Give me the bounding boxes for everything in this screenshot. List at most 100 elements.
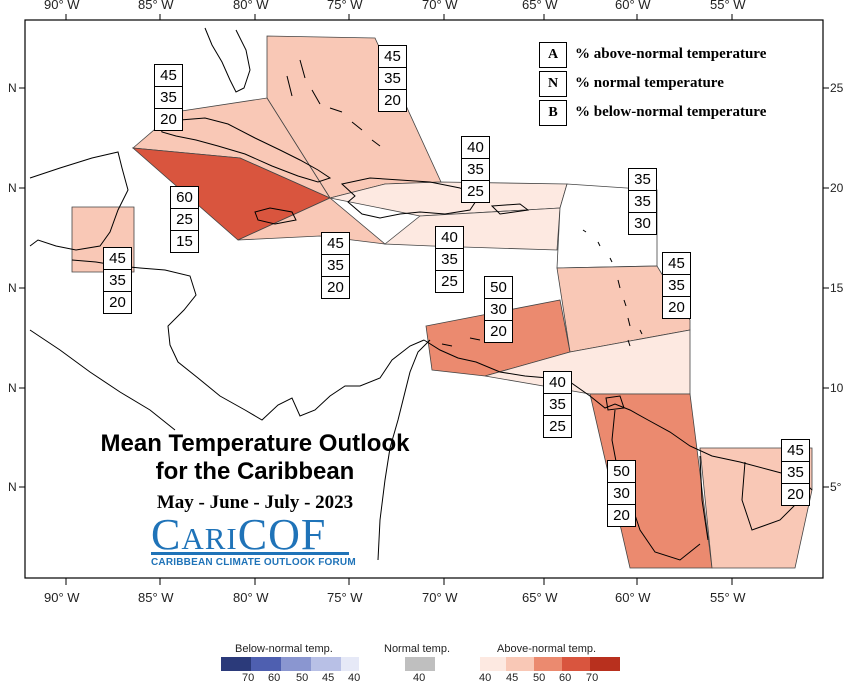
colorbar-tick: 40 [348,672,361,684]
prob-above: 50 [608,461,635,483]
prob-below: 20 [384,92,401,109]
colorbar-tick: 70 [586,672,599,684]
prob-box-northern-leewards: 35 35 30 [628,168,657,235]
prob-box-trinidad: 40 35 25 [543,371,572,438]
lon-label-bottom: 90° W [44,590,80,605]
prob-above: 40 [544,372,571,394]
longitude-ticks [19,14,829,585]
lat-label-left: N [8,81,17,95]
colorbar-tick: 45 [322,672,335,684]
prob-normal: 25 [171,209,198,231]
lon-label-top: 60° W [615,0,651,12]
lat-label-right: 5° [830,480,842,494]
prob-above: 40 [436,227,463,249]
prob-below: 20 [613,507,630,524]
key-text: % normal temperature [575,75,724,91]
prob-above: 45 [155,65,182,87]
prob-normal: 35 [544,394,571,416]
prob-above: 45 [782,440,809,462]
lat-label-right: 15 [830,281,844,295]
lon-label-top: 85° W [138,0,174,12]
prob-above: 60 [171,187,198,209]
prob-below: 25 [549,418,566,435]
probability-key: A % above-normal temperature N % normal … [539,40,766,127]
colorbar-above-title: Above-normal temp. [497,643,597,655]
prob-box-haiti-southwest: 45 35 20 [321,232,350,299]
prob-normal: 30 [485,299,512,321]
swatch-above-60 [562,657,590,671]
colorbar-tick: 60 [559,672,572,684]
lon-label-bottom: 80° W [233,590,269,605]
key-letter: B [539,99,567,126]
key-row-below: B % below-normal temperature [539,98,766,127]
lon-label-top: 90° W [44,0,80,12]
swatch-below-40 [341,657,359,671]
lat-label-left: N [8,181,17,195]
prob-box-cayman-jamaica: 60 25 15 [170,186,199,253]
prob-box-belize: 45 35 20 [103,247,132,314]
lat-label-left: N [8,480,17,494]
swatch-above-70 [590,657,620,671]
prob-below: 30 [634,215,651,232]
prob-above: 35 [629,169,656,191]
swatch-normal-40 [405,657,435,671]
colorbar-tick: 70 [242,672,255,684]
prob-box-hispaniola-south: 40 35 25 [435,226,464,293]
lon-label-top: 55° W [710,0,746,12]
lon-label-bottom: 85° W [138,590,174,605]
prob-below: 20 [160,111,177,128]
key-text: % above-normal temperature [575,46,767,62]
region-hispaniola-south [383,207,561,251]
colorbar-tick: 60 [268,672,281,684]
prob-box-hispaniola-north: 40 35 25 [461,136,490,203]
swatch-below-50 [281,657,311,671]
region-leewards-windwards [556,265,691,353]
map-subtitle: May - June - July - 2023 [156,492,354,513]
lon-label-top: 65° W [522,0,558,12]
map-title-line2: for the Caribbean [155,458,355,485]
prob-below: 20 [109,294,126,311]
key-text: % below-normal temperature [575,104,767,120]
prob-box-suriname-guiana: 45 35 20 [781,439,810,506]
key-letter: N [539,70,567,97]
colorbar-tick: 40 [479,672,492,684]
lat-label-left: N [8,381,17,395]
colorbar-tick: 40 [413,672,426,684]
lon-label-top: 80° W [233,0,269,12]
lat-label-right: 25 [830,81,844,95]
lon-label-top: 75° W [327,0,363,12]
prob-above: 45 [104,248,131,270]
prob-above: 45 [379,46,406,68]
prob-normal: 35 [663,275,690,297]
prob-below: 15 [176,233,193,250]
map-title: Mean Temperature Outlook [100,430,410,457]
prob-below: 20 [787,486,804,503]
prob-box-abc-islands: 50 30 20 [484,276,513,343]
prob-normal: 35 [104,270,131,292]
prob-normal: 35 [629,191,656,213]
prob-normal: 35 [462,159,489,181]
lon-label-top: 70° W [422,0,458,12]
swatch-above-40 [480,657,506,671]
prob-below: 20 [327,279,344,296]
swatch-below-70 [221,657,251,671]
prob-normal: 30 [608,483,635,505]
prob-normal: 35 [782,462,809,484]
lat-label-left: N [8,281,17,295]
colorbar-below-title: Below-normal temp. [235,643,333,655]
prob-normal: 35 [322,255,349,277]
key-row-normal: N % normal temperature [539,69,766,98]
prob-normal: 35 [436,249,463,271]
prob-above: 45 [322,233,349,255]
lon-label-bottom: 65° W [522,590,558,605]
prob-normal: 35 [379,68,406,90]
lat-label-right: 20 [830,181,844,195]
swatch-below-45 [311,657,341,671]
swatch-below-60 [251,657,281,671]
lat-label-right: 10 [830,381,844,395]
logo-tagline: CARIBBEAN CLIMATE OUTLOOK FORUM [151,557,356,568]
lon-label-bottom: 55° W [710,590,746,605]
colorbar-normal-title: Normal temp. [384,643,451,655]
lon-label-bottom: 70° W [422,590,458,605]
colorbar-tick: 45 [506,672,519,684]
